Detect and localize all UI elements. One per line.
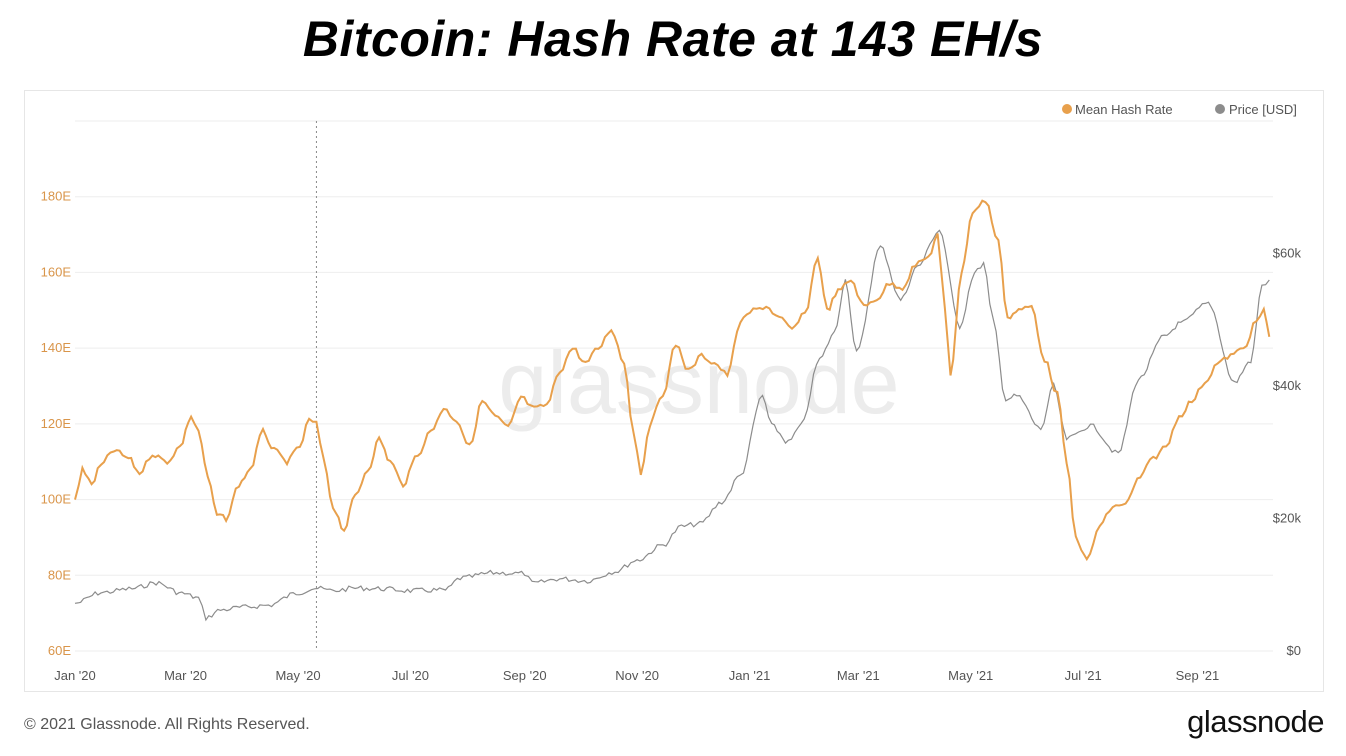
right-axis-tick-label: $60k	[1273, 246, 1302, 261]
left-axis-tick-label: 80E	[48, 567, 71, 582]
right-axis-tick-label: $20k	[1273, 511, 1302, 526]
left-axis: 60E 80E 100E 120E 140E 160E 180E	[41, 189, 72, 658]
chart-title: Bitcoin: Hash Rate at 143 EH/s	[302, 11, 1044, 67]
legend-hash-rate-dot	[1062, 104, 1072, 114]
x-axis-tick-label: May '21	[948, 668, 993, 683]
x-axis-tick-label: Jul '21	[1065, 668, 1102, 683]
x-axis-tick-label: Jan '20	[54, 668, 96, 683]
copyright-footer: © 2021 Glassnode. All Rights Reserved.	[24, 716, 310, 733]
left-axis-tick-label: 140E	[41, 340, 72, 355]
x-axis-tick-label: Sep '20	[503, 668, 547, 683]
x-axis-tick-label: May '20	[275, 668, 320, 683]
legend-hash-rate-label: Mean Hash Rate	[1075, 102, 1173, 117]
left-axis-tick-label: 160E	[41, 264, 72, 279]
watermark: glassnode	[498, 333, 899, 432]
brand-logo: glassnode	[1187, 704, 1324, 739]
x-axis-tick-label: Mar '21	[837, 668, 880, 683]
right-axis-tick-label: $40k	[1273, 378, 1302, 393]
x-axis-tick-label: Jan '21	[729, 668, 771, 683]
price-series-line	[74, 229, 1270, 622]
left-axis-tick-label: 60E	[48, 643, 71, 658]
left-axis-tick-label: 180E	[41, 189, 72, 204]
chart-panel: glassnode 60E 80E 100E 120E 140E 160E 180E $0 $…	[24, 90, 1324, 692]
right-axis-tick-label: $0	[1287, 643, 1301, 658]
x-axis-tick-label: Mar '20	[164, 668, 207, 683]
x-axis: Jan '20 Mar '20 May '20 Jul '20 Sep '20 Nov '…	[54, 668, 1219, 683]
x-axis-tick-label: Nov '20	[615, 668, 659, 683]
legend: Mean Hash Rate Price [USD]	[1062, 102, 1297, 117]
legend-price-dot	[1215, 104, 1225, 114]
left-axis-tick-label: 120E	[41, 416, 72, 431]
hash-rate-series-line	[74, 199, 1271, 562]
right-axis: $0 $20k $40k $60k	[1273, 246, 1302, 659]
x-axis-tick-label: Jul '20	[392, 668, 429, 683]
x-axis-tick-label: Sep '21	[1176, 668, 1220, 683]
left-axis-tick-label: 100E	[41, 492, 72, 507]
legend-price-label: Price [USD]	[1229, 102, 1297, 117]
